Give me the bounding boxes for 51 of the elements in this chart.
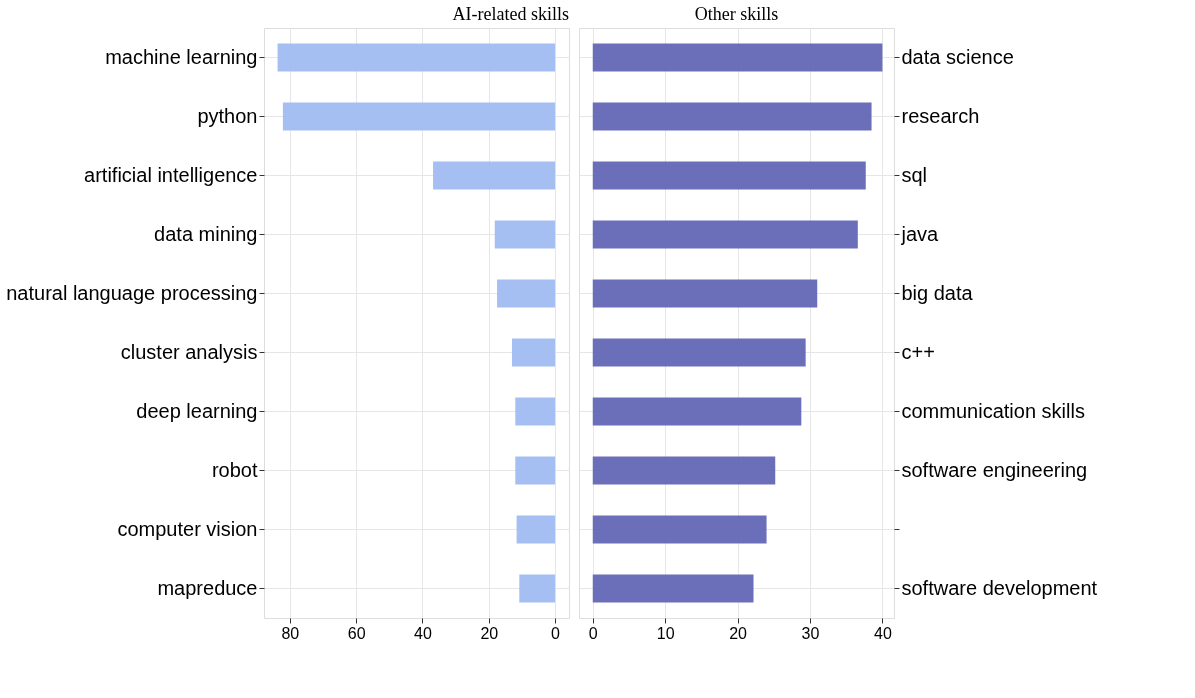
y-tick-label: software development: [901, 576, 1098, 599]
bar: [592, 161, 866, 190]
y-tick-label: natural language processing: [6, 281, 258, 304]
bar: [592, 279, 818, 308]
y-tick-label: c++: [901, 340, 935, 363]
x-tick-label: 30: [801, 624, 820, 642]
bar: [494, 220, 556, 249]
bar: [433, 161, 556, 190]
bar: [519, 574, 556, 603]
chart-title: Other skills: [694, 4, 779, 24]
bar: [497, 279, 556, 308]
x-tick-label: 40: [414, 624, 432, 642]
y-tick-label: python: [197, 104, 258, 127]
y-tick-label: big data: [901, 281, 974, 304]
y-tick-label: communication skills: [901, 399, 1085, 422]
bar: [592, 220, 858, 249]
chart-title: AI-related skills: [452, 4, 569, 24]
bar: [592, 102, 872, 131]
bar: [592, 397, 802, 426]
x-tick-label: 10: [656, 624, 675, 642]
bar: [515, 456, 556, 485]
bar: [511, 338, 556, 367]
bar: [592, 338, 806, 367]
y-tick-label: research: [901, 104, 980, 127]
bar: [516, 515, 556, 544]
y-tick-label: cluster analysis: [120, 340, 258, 363]
x-tick-label: 60: [347, 624, 366, 642]
y-tick-label: sql: [901, 163, 928, 186]
y-tick-label: machine learning: [105, 45, 258, 68]
x-tick-label: 0: [588, 624, 598, 642]
y-tick-label: java: [900, 222, 940, 245]
bar: [592, 456, 776, 485]
bar: [282, 102, 556, 131]
bar: [277, 43, 556, 72]
y-tick-label: deep learning: [136, 399, 258, 422]
x-tick-label: 20: [729, 624, 748, 642]
y-tick-label: data mining: [154, 222, 258, 245]
bar: [515, 397, 556, 426]
x-tick-label: 40: [874, 624, 892, 642]
x-tick-label: 80: [281, 624, 300, 642]
y-tick-label: artificial intelligence: [84, 163, 258, 186]
bar: [592, 574, 754, 603]
bar: [592, 515, 767, 544]
bar: [592, 43, 883, 72]
y-tick-label: software engineering: [901, 458, 1088, 481]
x-tick-label: 20: [480, 624, 499, 642]
y-tick-label: mapreduce: [157, 576, 258, 599]
y-tick-label: computer vision: [117, 517, 258, 540]
y-tick-label: data science: [901, 45, 1014, 68]
x-tick-label: 0: [551, 624, 561, 642]
y-tick-label: robot: [211, 458, 258, 481]
